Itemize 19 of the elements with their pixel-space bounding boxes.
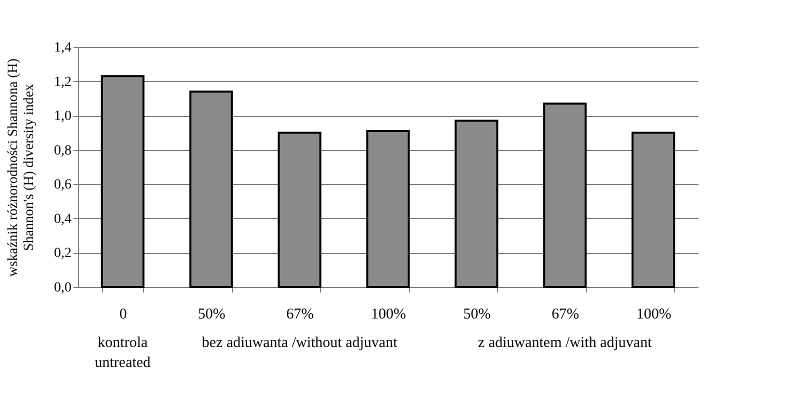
x-tick-label: 50% <box>198 306 226 322</box>
text: bez adiuwanta /without adjuvant <box>202 335 398 351</box>
text: z adiuwantem /with adjuvant <box>478 335 653 351</box>
x-tick-label: 67% <box>552 306 580 322</box>
y-tick-label: 1,2 <box>54 74 72 90</box>
x-tick-label: 67% <box>286 306 314 322</box>
x-tick-label: 100% <box>371 306 406 322</box>
y-tick-label: 0,0 <box>54 280 72 296</box>
x-tick-label: 0 <box>119 306 127 322</box>
y-tick-label: 0,2 <box>54 246 72 262</box>
y-axis-title: wskaźnik różnorodności Shannona (H) Shannon's (H) diversity index <box>6 58 37 277</box>
x-tick-label: 50% <box>463 306 491 322</box>
y-tick-label: 0,6 <box>54 178 72 193</box>
text: kontrola untreated <box>94 335 152 371</box>
y-tick-label: 0,4 <box>54 212 72 227</box>
y-tick-label: 1,4 <box>54 40 72 56</box>
y-tick-label: 1,0 <box>54 109 72 124</box>
y-tick-label: 0,8 <box>54 143 72 158</box>
x-tick-label: 100% <box>636 306 672 322</box>
